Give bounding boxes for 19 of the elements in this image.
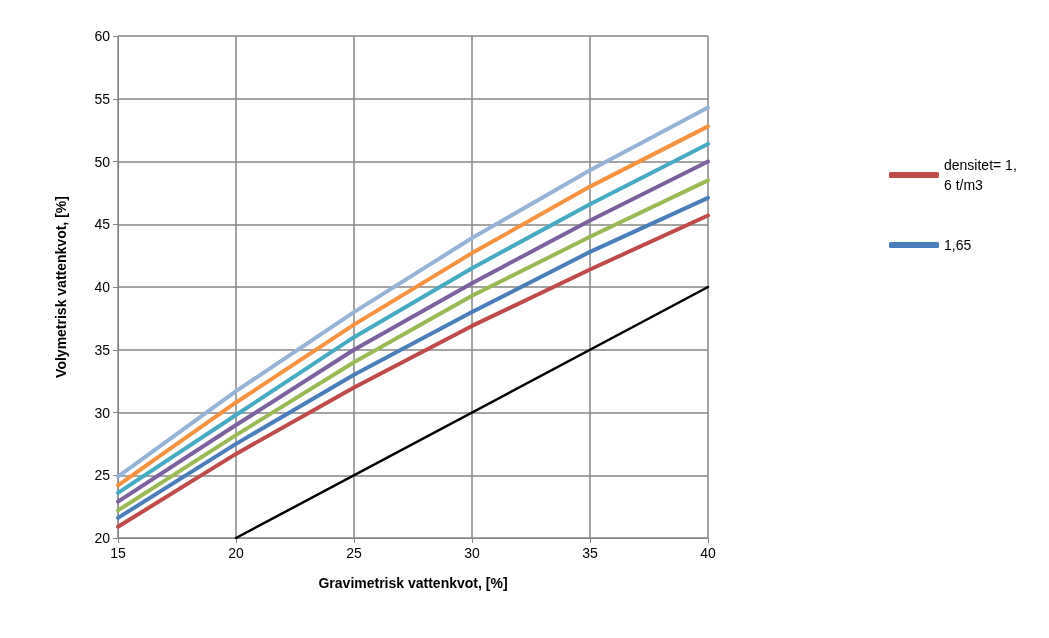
legend-label: densitet= 1,6 t/m3: [944, 157, 1017, 193]
y-tick-label: 40: [94, 279, 111, 295]
y-axis-title: Volymetrisk vattenkvot, [%]: [53, 196, 69, 378]
legend-label: 1,65: [944, 237, 972, 253]
y-tick-label: 30: [94, 404, 111, 421]
x-tick-label: 15: [110, 545, 126, 561]
y-tick-label: 55: [94, 90, 111, 107]
x-tick-label: 20: [228, 545, 244, 561]
x-axis-title: Gravimetrisk vattenkvot, [%]: [318, 575, 508, 591]
y-tick-label: 50: [94, 153, 111, 170]
x-tick-label: 25: [346, 545, 362, 561]
y-tick-label: 20: [94, 530, 111, 546]
x-tick-label: 35: [582, 545, 598, 561]
y-tick-label: 45: [94, 216, 111, 233]
x-tick-label: 40: [700, 545, 716, 561]
y-tick-label: 35: [94, 341, 111, 358]
y-tick-label: 60: [94, 28, 111, 44]
x-tick-label: 30: [464, 545, 480, 561]
y-tick-label: 25: [94, 467, 111, 484]
